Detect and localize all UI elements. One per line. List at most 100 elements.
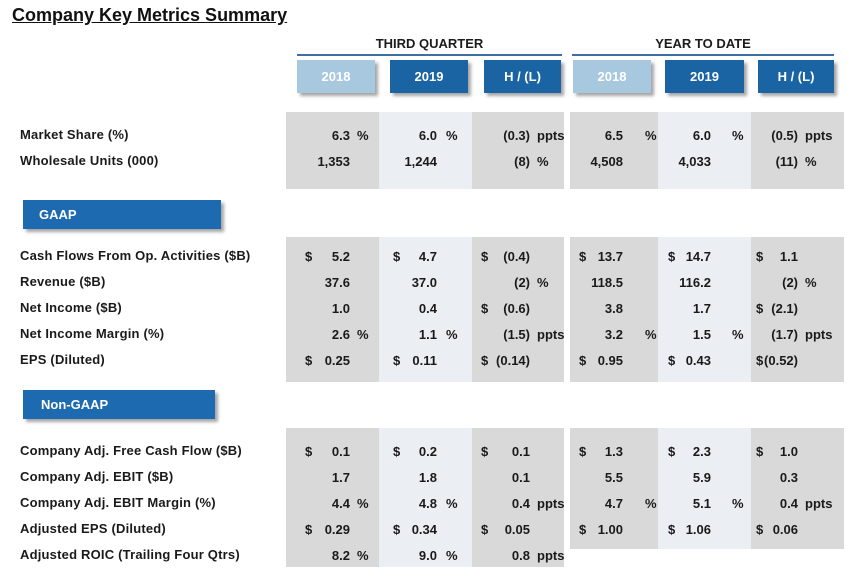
cell-value: 4.8 [418,496,437,511]
cell-value: 0.11 [412,353,437,368]
cell-value: (0.3) [503,128,530,143]
row-label: EPS (Diluted) [20,352,105,367]
cell-value: 5.9 [692,470,711,485]
cell-value: 0.05 [504,522,530,537]
cell-value: 4.7 [604,496,623,511]
table-cell: 5.9 [668,469,711,486]
table-cell: 3.8 [579,300,623,317]
section-year-to-date: YEAR TO DATE [572,36,834,56]
cell-unit: % [446,327,458,342]
table-cell: 0.4 ppts [756,495,833,512]
table-cell: $13.7 [579,248,623,265]
cell-unit: % [732,327,744,342]
cell-value: 8.2 [331,548,350,563]
currency-symbol: $ [579,353,587,368]
currency-symbol: $ [305,522,313,537]
cell-value: (11) [775,154,798,169]
row-label: Company Adj. EBIT ($B) [20,469,174,484]
table-cell: 9.0% [393,547,458,564]
cell-value: (1.7) [771,327,798,342]
column-shade [570,237,658,382]
cell-value: 4,033 [678,154,711,169]
cell-value: 1.5 [692,327,711,342]
table-cell: 0.4 ppts [481,495,565,512]
cell-value: 4.4 [331,496,350,511]
cell-unit: % [537,154,549,169]
column-shade [286,428,379,567]
cell-value: (0.52) [764,353,798,368]
table-cell: $14.7 [668,248,711,265]
table-cell: $0.43 [668,352,711,369]
cell-value: 2.3 [692,444,711,459]
currency-symbol: $ [668,522,676,537]
table-cell: (0.3) ppts [481,127,564,144]
table-cell: 116.2 [668,274,711,291]
currency-symbol: $ [579,444,587,459]
cell-value: 6.5 [604,128,623,143]
cell-value: 9.0 [418,548,437,563]
column-shade [286,112,379,189]
cell-value: 1.3 [604,444,623,459]
cell-value: (0.4) [503,249,530,264]
cell-unit: % [446,128,458,143]
table-cell: $ (2.1) [756,300,798,317]
table-cell: 6.0% [393,127,458,144]
cell-value: 0.2 [418,444,437,459]
column-header-ytd-2018: 2018 [573,60,651,93]
cell-value: (2) [782,275,798,290]
currency-symbol: $ [393,522,401,537]
table-cell: $0.05 [481,521,530,538]
cell-value: 1.06 [685,522,711,537]
table-cell: $ (0.6) [481,300,530,317]
cell-value: 1.0 [331,301,350,316]
cell-value: 2.6 [331,327,350,342]
column-shade [658,112,751,189]
currency-symbol: $ [668,353,676,368]
cell-value: (1.5) [503,327,530,342]
group-bar-gaap: GAAP [23,200,221,229]
cell-unit: ppts [537,327,565,342]
table-cell: 1.8 [393,469,437,486]
table-cell: $0.11 [393,352,437,369]
cell-value: (8) [514,154,530,169]
table-cell: 1.0 [305,300,350,317]
table-cell: $4.7 [393,248,437,265]
cell-value: 0.25 [324,353,350,368]
cell-value: 1,353 [317,154,350,169]
column-shade [379,112,472,189]
column-header-q3-2019: 2019 [390,60,468,93]
table-cell: 1,244 [393,153,437,170]
table-cell: (2)% [481,274,548,291]
currency-symbol: $ [393,353,401,368]
table-cell: 0.3 [756,469,798,486]
table-cell: $ (0.52) [756,352,798,369]
column-shade [379,237,472,382]
cell-value: 13.7 [597,249,623,264]
column-shade [472,112,564,189]
cell-value: 118.5 [591,275,623,290]
row-label: Company Adj. Free Cash Flow ($B) [20,443,242,458]
row-label: Company Adj. EBIT Margin (%) [20,495,216,510]
currency-symbol: $ [481,301,489,316]
column-shade [570,112,658,189]
table-cell: $0.06 [756,521,798,538]
table-cell: (1.7) ppts [756,326,832,343]
column-shade [658,237,751,382]
currency-symbol: $ [393,444,401,459]
cell-value: 1.1 [418,327,437,342]
cell-value: 4,508 [590,154,623,169]
currency-symbol: $ [756,522,764,537]
currency-symbol: $ [756,301,764,316]
cell-value: (2.1) [771,301,798,316]
cell-value: 6.3 [331,128,350,143]
row-label: Market Share (%) [20,127,129,142]
cell-value: 0.06 [772,522,798,537]
table-cell: (2)% [756,274,816,291]
table-cell: 4,033 [668,153,711,170]
cell-value: 0.3 [779,470,798,485]
column-shade [379,428,472,567]
cell-unit: % [537,275,549,290]
table-cell: $1.1 [756,248,798,265]
currency-symbol: $ [305,444,313,459]
row-label: Adjusted ROIC (Trailing Four Qtrs) [20,547,240,562]
